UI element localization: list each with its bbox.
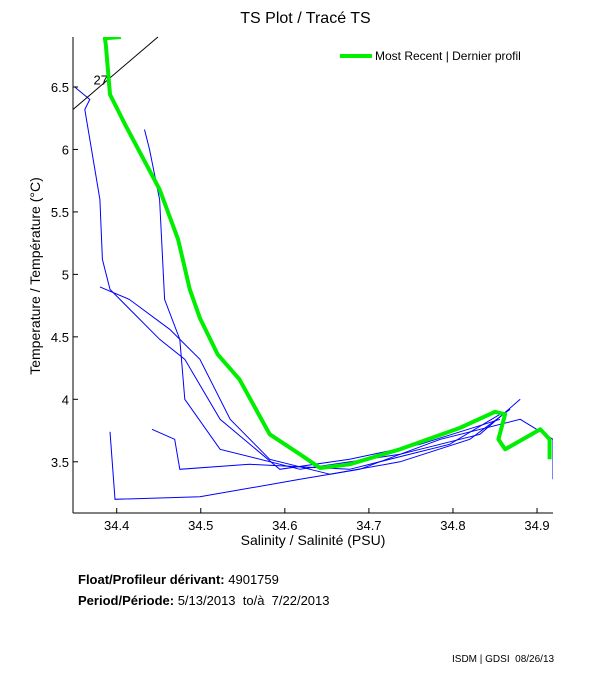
x-tick-label: 34.6 (272, 518, 297, 533)
x-tick-label: 34.5 (188, 518, 213, 533)
x-tick-label: 34.9 (524, 518, 549, 533)
x-tick-label: 34.8 (440, 518, 465, 533)
float-info: Float/Profileur dérivant: 4901759 (78, 572, 279, 587)
period-label: Period/Période: (78, 593, 175, 608)
chart-title: TS Plot / Tracé TS (240, 10, 371, 27)
y-tick-label: 3.5 (51, 455, 69, 470)
y-tick-label: 4.5 (51, 330, 69, 345)
footer-credit: ISDM | GDSI 08/26/13 (452, 654, 555, 665)
x-tick-label: 34.7 (356, 518, 381, 533)
y-tick-label: 4 (62, 392, 69, 407)
history-profile-0 (74, 86, 501, 470)
float-id: 4901759 (228, 572, 279, 587)
period-value: 5/13/2013 to/à 7/22/2013 (177, 593, 330, 608)
y-tick-label: 5.5 (51, 205, 69, 220)
x-axis-label: Salinity / Salinité (PSU) (240, 532, 386, 548)
x-tick-label: 34.4 (104, 518, 129, 533)
isopycnal-line (72, 36, 159, 110)
most-recent-profile (102, 37, 552, 470)
history-profile-3 (109, 418, 553, 500)
isopycnal-label: 27 (93, 72, 107, 87)
period-info: Period/Période: 5/13/2013 to/à 7/22/2013 (78, 593, 330, 608)
legend-label: Most Recent | Dernier profil (375, 49, 521, 63)
history-profile-4 (151, 413, 501, 470)
history-profile-1 (144, 129, 521, 470)
y-tick-label: 6.5 (51, 80, 69, 95)
y-tick-label: 5 (62, 267, 69, 282)
y-tick-label: 6 (62, 142, 69, 157)
float-label: Float/Profileur dérivant: (78, 572, 225, 587)
history-profile-2 (99, 286, 511, 475)
y-axis-label: Temperature / Température (°C) (27, 177, 43, 375)
